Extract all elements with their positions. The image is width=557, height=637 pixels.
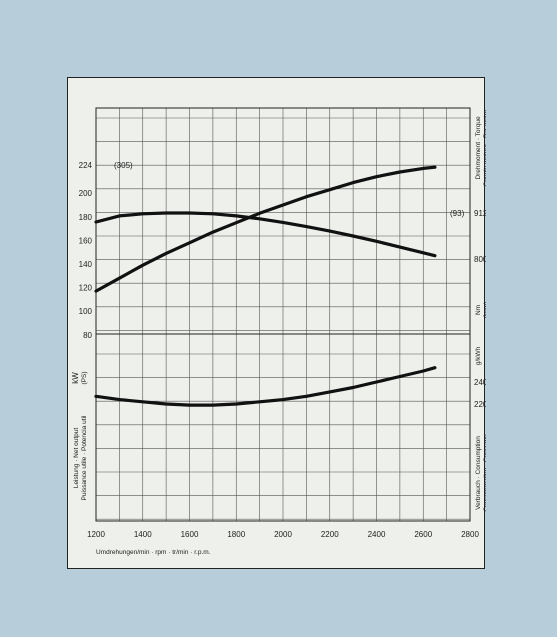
left-tick-label: 160 (79, 236, 93, 245)
left-tick-label: 200 (79, 189, 93, 198)
torque-tick-label: 912 (474, 209, 486, 218)
left-axis-title: kW (PS) Leistung · Net output Puissance uti… (71, 372, 88, 501)
x-tick-label: 2000 (274, 530, 292, 539)
torque-label-line1: Drehmoment · Torque (475, 116, 482, 179)
consumption-label-line1: Verbrauch · Consumption (475, 436, 482, 510)
left-label-line2: Puissance utile · Potencia util (81, 415, 88, 500)
torque-unit: Nm (kpm) (475, 302, 486, 319)
x-tick-label: 1800 (227, 530, 245, 539)
left-tick-label: 140 (79, 260, 93, 269)
left-tick-label: 180 (79, 213, 93, 222)
labels: 1200 1400 1600 1800 2000 2200 2400 2600 2800 Umdr… (71, 109, 486, 556)
plot-frame (95, 107, 471, 522)
left-tick-label: 224 (79, 161, 93, 170)
consumption-tick-label: 240 (474, 378, 486, 387)
x-tick-label: 2200 (321, 530, 339, 539)
left-tick-label: 100 (79, 307, 93, 316)
torque-curve (94, 211, 437, 258)
consumption-curve (94, 366, 437, 407)
consumption-tick-label: 220 (474, 400, 486, 409)
left-unit: kW (71, 372, 80, 384)
x-tick-label: 1400 (134, 530, 152, 539)
torque-unit-text: Nm (475, 305, 482, 315)
torque-annotation: (93) (450, 209, 465, 218)
consumption-unit: g/kWh (475, 346, 482, 365)
left-tick-label: 120 (79, 284, 93, 293)
left-unit2: (PS) (81, 372, 88, 385)
x-tick-label: 2400 (368, 530, 386, 539)
plot-border (95, 107, 471, 522)
chart-sheet: 1200 1400 1600 1800 2000 2200 2400 2600 2800 Umdr… (67, 77, 486, 569)
power-curve (94, 165, 437, 293)
torque-label-line2: Couple moteur · Par motor (483, 109, 486, 187)
torque-tick-label: 800 (474, 255, 486, 264)
engine-performance-chart: 1200 1400 1600 1800 2000 2200 2400 2600 2800 Umdr… (71, 107, 486, 556)
grid (95, 108, 471, 521)
left-tick-label: 80 (83, 331, 92, 340)
left-top-annotation: (305) (114, 161, 133, 170)
x-tick-label: 1600 (181, 530, 199, 539)
x-tick-label: 1200 (87, 530, 105, 539)
curves (94, 165, 437, 407)
left-label-line1: Leistung · Net output (73, 428, 80, 489)
consumption-label-line2: Consommation · Consumo (483, 434, 486, 512)
x-tick-label: 2800 (461, 530, 479, 539)
x-axis-label: Umdrehungen/min · rpm · tr/min · r.p.m. (96, 549, 211, 556)
torque-unit2-text: (kpm) (483, 302, 486, 319)
x-tick-label: 2600 (414, 530, 432, 539)
consumption-unit-text: g/kWh (475, 346, 482, 365)
